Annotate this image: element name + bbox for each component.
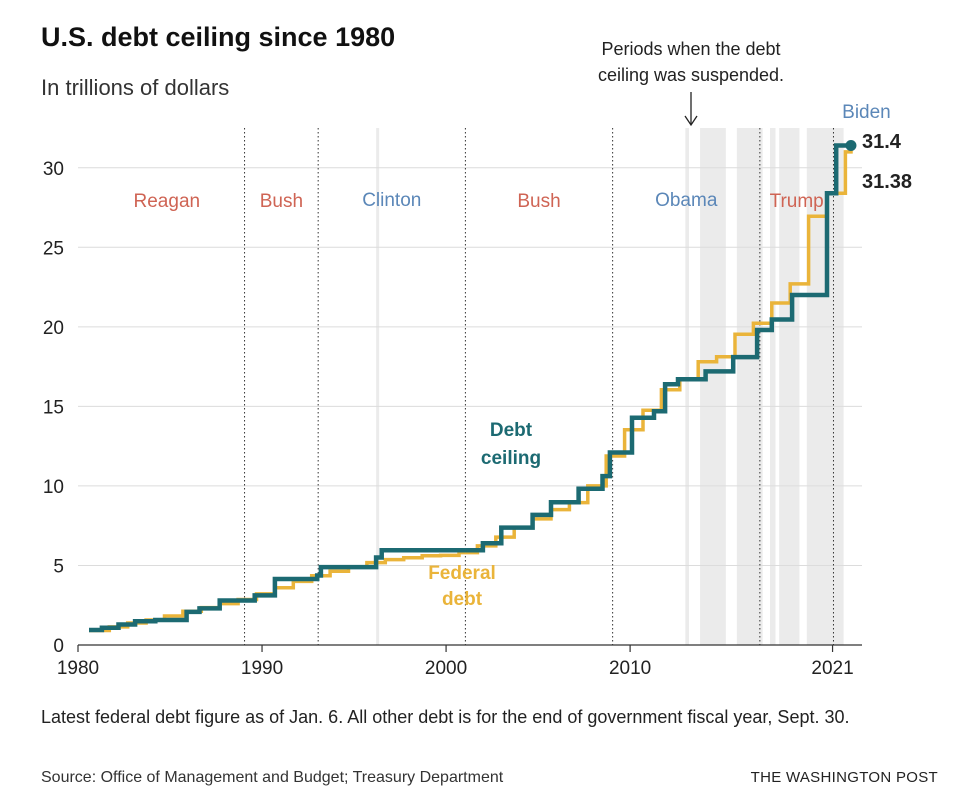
- president-label: Trump: [770, 191, 824, 212]
- federal-debt-end-value: 31.38: [862, 171, 912, 193]
- annotation-arrow-head: [684, 115, 698, 127]
- source-credit: Source: Office of Management and Budget;…: [41, 769, 504, 786]
- debt-ceiling-line: [89, 143, 851, 633]
- y-tick-label: 25: [43, 238, 64, 259]
- suspension-band: [685, 128, 690, 645]
- x-tick-label: 2010: [609, 658, 651, 679]
- y-tick-label: 0: [53, 636, 64, 657]
- suspension-bands: [376, 128, 844, 645]
- x-tick-label: 1990: [241, 658, 283, 679]
- suspension-band: [779, 128, 800, 645]
- y-tick-label: 10: [43, 477, 64, 498]
- federal-debt-label: Federal: [428, 563, 496, 584]
- x-tick-label: 2021: [811, 658, 853, 679]
- annotation-text: ceiling was suspended.: [598, 65, 784, 85]
- debt-ceiling-endpoint: [845, 139, 857, 151]
- president-label: Reagan: [134, 191, 201, 212]
- chart-subtitle: In trillions of dollars: [41, 75, 230, 100]
- suspension-band: [769, 128, 776, 645]
- federal-debt-line: [89, 145, 853, 633]
- debt-ceiling-end-value: 31.4: [862, 131, 902, 153]
- president-label: Clinton: [362, 190, 421, 211]
- y-tick-label: 15: [43, 397, 64, 418]
- publisher-credit: THE WASHINGTON POST: [750, 769, 938, 786]
- series-lines: [89, 139, 857, 633]
- suspension-annotation: Periods when the debt ceiling was suspend…: [598, 39, 784, 127]
- president-label: Bush: [260, 191, 303, 212]
- annotation-text: Periods when the debt: [601, 39, 780, 59]
- axes: 0 5 10 15 20 25 30 1980 1990 2000 2010 2021: [43, 159, 862, 679]
- president-label: Biden: [842, 102, 891, 123]
- federal-debt-label: debt: [442, 589, 483, 610]
- chart-title: U.S. debt ceiling since 1980: [41, 22, 396, 52]
- x-tick-label: 2000: [425, 658, 467, 679]
- y-tick-label: 20: [43, 318, 64, 339]
- president-label: Bush: [517, 191, 560, 212]
- footnote: Latest federal debt figure as of Jan. 6.…: [41, 707, 850, 727]
- president-labels: Reagan Bush Clinton Bush Obama Trump Biden: [134, 102, 891, 212]
- series-labels: Debt ceiling Federal debt 31.4 31.38: [428, 131, 912, 610]
- x-tick-label: 1980: [57, 658, 99, 679]
- y-tick-label: 5: [53, 556, 64, 577]
- president-label: Obama: [655, 190, 718, 211]
- y-tick-label: 30: [43, 159, 64, 180]
- suspension-band: [736, 128, 763, 645]
- gridlines: [78, 167, 862, 566]
- debt-ceiling-label: Debt: [490, 420, 533, 441]
- suspension-band: [376, 128, 380, 645]
- debt-ceiling-label: ceiling: [481, 448, 541, 469]
- suspension-band: [700, 128, 726, 645]
